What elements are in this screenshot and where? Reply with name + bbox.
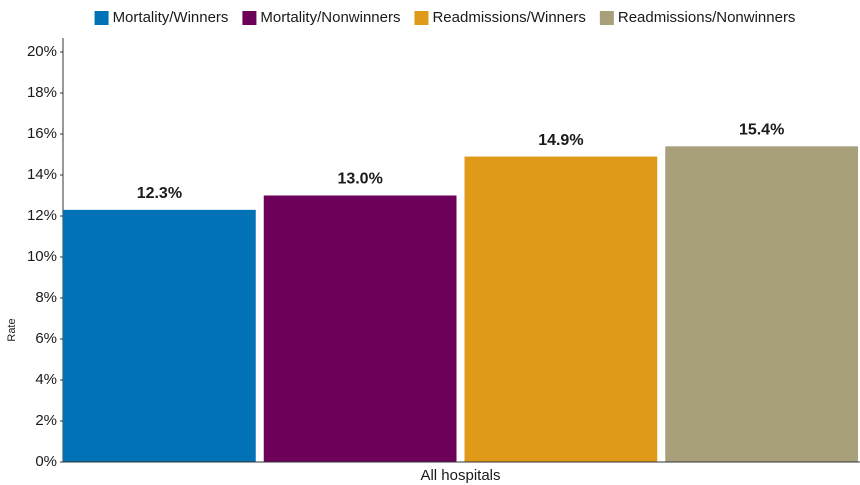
value-label: 14.9% [538, 132, 583, 149]
y-tick-label: 20% [27, 43, 57, 60]
bar [263, 195, 457, 462]
y-tick-label: 12% [27, 207, 57, 224]
bar [464, 156, 658, 463]
legend-label: Mortality/Nonwinners [260, 9, 400, 26]
y-tick-label: 8% [35, 289, 57, 306]
y-axis-label: Rate [6, 318, 18, 341]
bar [665, 146, 858, 463]
y-tick-label: 18% [27, 84, 57, 101]
legend-swatch [242, 11, 257, 25]
y-tick-label: 10% [27, 248, 57, 265]
legend-swatch [599, 11, 614, 25]
value-label: 13.0% [337, 171, 382, 188]
y-tick-label: 6% [35, 330, 57, 347]
y-tick-label: 14% [27, 166, 57, 183]
legend-swatch [414, 11, 429, 25]
y-tick-label: 2% [35, 412, 57, 429]
legend-label: Mortality/Winners [113, 9, 229, 26]
y-tick-label: 4% [35, 371, 57, 388]
legend-label: Readmissions/Winners [432, 9, 585, 26]
legend-swatch [94, 11, 109, 25]
value-label: 12.3% [137, 185, 182, 202]
y-tick-label: 16% [27, 125, 57, 142]
value-label: 15.4% [739, 122, 784, 139]
legend-label: Readmissions/Nonwinners [618, 9, 796, 26]
x-tick-label: All hospitals [420, 467, 500, 484]
y-tick-label: 0% [35, 453, 57, 470]
bar [63, 209, 256, 462]
